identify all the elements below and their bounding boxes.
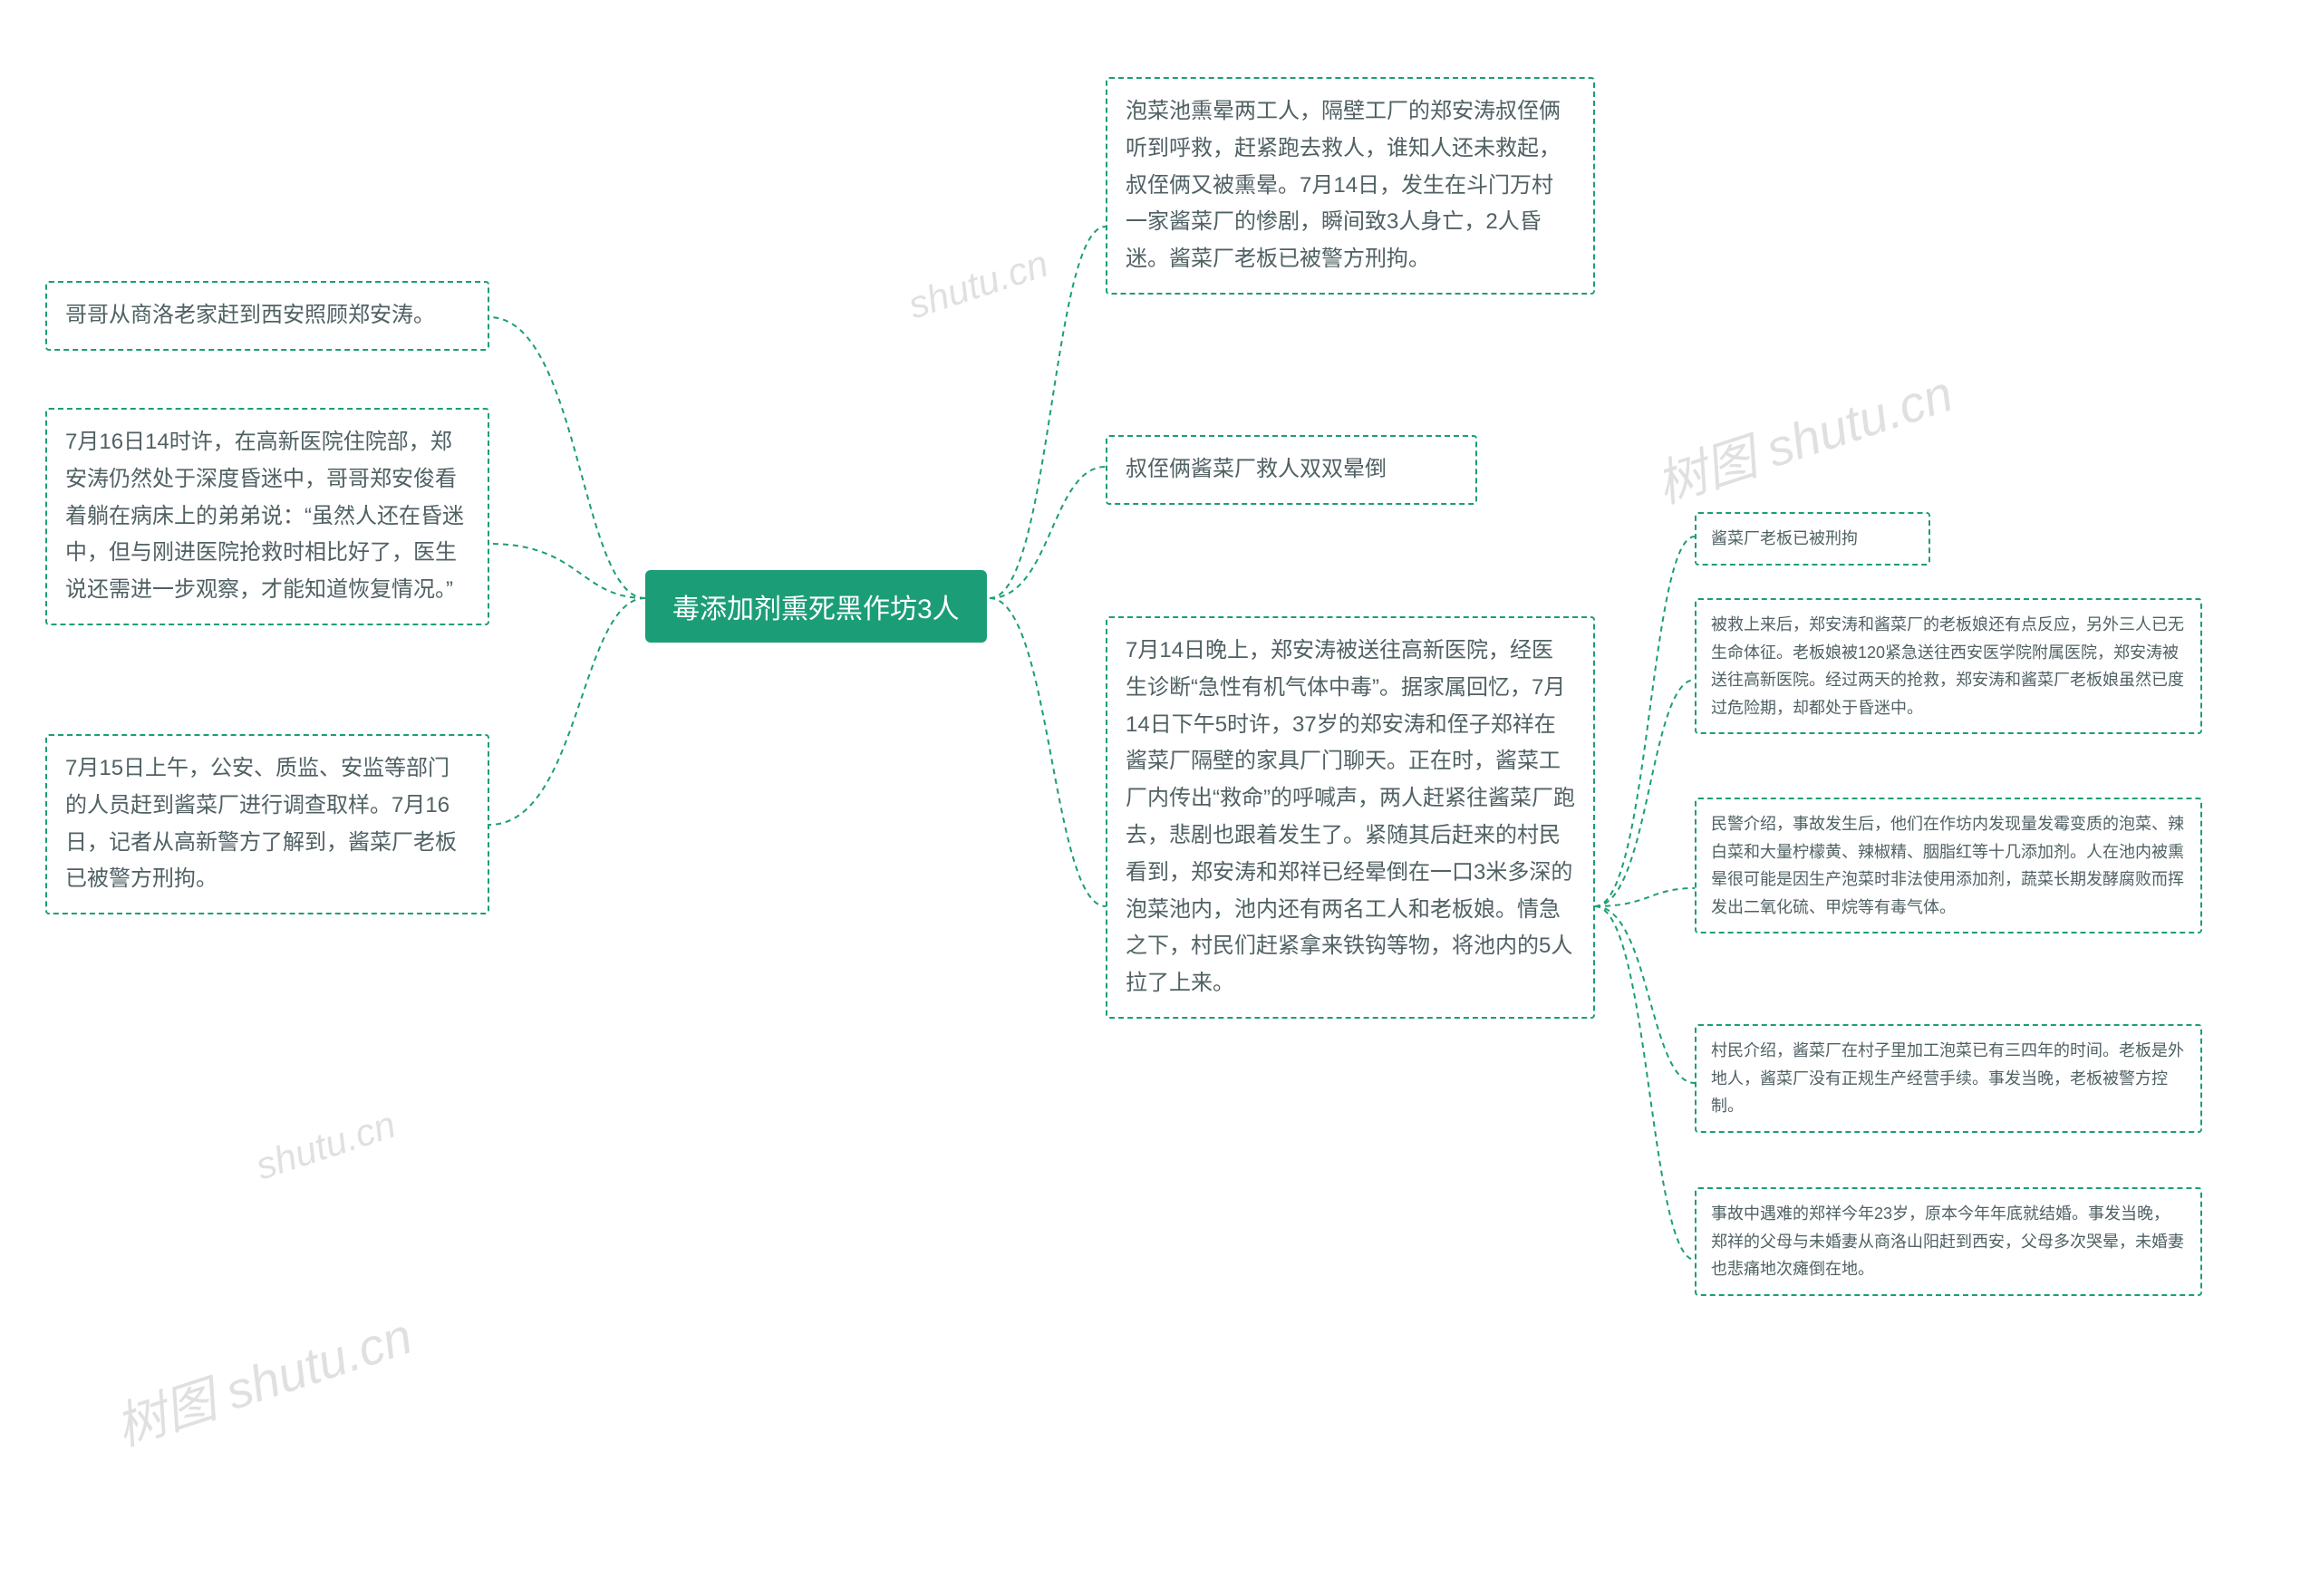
mindmap-node-left-2[interactable]: 7月16日14时许，在高新医院住院部，郑安涛仍然处于深度昏迷中，哥哥郑安俊看着躺… [45,408,489,625]
mindmap-node-detail-3[interactable]: 民警介绍，事故发生后，他们在作坊内发现量发霉变质的泡菜、辣白菜和大量柠檬黄、辣椒… [1695,798,2202,933]
connector [1595,906,1695,1260]
mindmap-node-right-1[interactable]: 泡菜池熏晕两工人，隔壁工厂的郑安涛叔侄俩听到呼救，赶紧跑去救人，谁知人还未救起，… [1106,77,1595,295]
mindmap-node-left-3[interactable]: 7月15日上午，公安、质监、安监等部门的人员赶到酱菜厂进行调查取样。7月16日，… [45,734,489,914]
connector [1595,680,1695,906]
mindmap-node-right-3[interactable]: 7月14日晚上，郑安涛被送往高新医院，经医生诊断“急性有机气体中毒”。据家属回忆… [1106,616,1595,1019]
connector [1595,888,1695,906]
mindmap-node-detail-4[interactable]: 村民介绍，酱菜厂在村子里加工泡菜已有三四年的时间。老板是外地人，酱菜厂没有正规生… [1695,1024,2202,1133]
watermark: 树图 shutu.cn [105,1296,420,1461]
mindmap-node-left-1[interactable]: 哥哥从商洛老家赶到西安照顾郑安涛。 [45,281,489,351]
watermark: shutu.cn [250,1103,401,1189]
mindmap-node-detail-2[interactable]: 被救上来后，郑安涛和酱菜厂的老板娘还有点反应，另外三人已无生命体征。老板娘被12… [1695,598,2202,734]
connector [1595,906,1695,1083]
connector [489,598,645,825]
connector [990,598,1106,906]
watermark: shutu.cn [903,242,1053,328]
connector [489,317,645,598]
mindmap-center-node[interactable]: 毒添加剂熏死黑作坊3人 [645,570,987,643]
connector [990,227,1106,598]
connector [489,544,645,598]
mindmap-node-detail-1[interactable]: 酱菜厂老板已被刑拘 [1695,512,1930,566]
connector [990,467,1106,598]
mindmap-node-detail-5[interactable]: 事故中遇难的郑祥今年23岁，原本今年年底就结婚。事发当晚，郑祥的父母与未婚妻从商… [1695,1187,2202,1296]
watermark: 树图 shutu.cn [1646,353,1961,518]
mindmap-node-right-2[interactable]: 叔侄俩酱菜厂救人双双晕倒 [1106,435,1477,505]
connector [1595,537,1695,906]
